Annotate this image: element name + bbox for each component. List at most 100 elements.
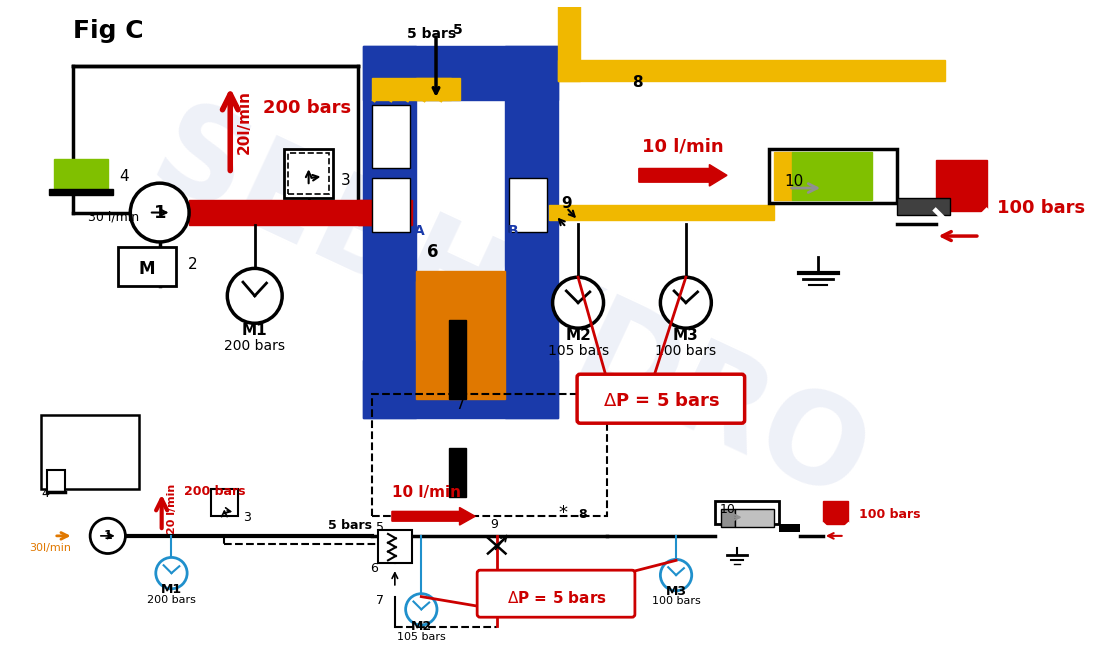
- Text: M1: M1: [242, 323, 267, 338]
- Text: A: A: [414, 224, 425, 238]
- Text: 105 bars: 105 bars: [548, 343, 608, 358]
- Text: 6: 6: [427, 243, 439, 261]
- Text: 5: 5: [376, 521, 384, 534]
- Text: 8: 8: [632, 75, 642, 90]
- Text: 2: 2: [188, 257, 198, 272]
- FancyArrow shape: [639, 165, 727, 186]
- Bar: [417, 281, 451, 340]
- Text: M2: M2: [410, 620, 432, 633]
- Text: 10: 10: [720, 503, 736, 516]
- Bar: [363, 46, 559, 100]
- Text: 5: 5: [453, 24, 462, 37]
- Text: 200 bars: 200 bars: [224, 339, 285, 353]
- Bar: [41, 415, 139, 489]
- Bar: [54, 159, 108, 193]
- Text: 100 bars: 100 bars: [656, 343, 716, 358]
- Text: 3: 3: [341, 173, 351, 188]
- Bar: [769, 149, 896, 203]
- Bar: [47, 470, 65, 492]
- Text: M2: M2: [565, 328, 591, 343]
- Text: B: B: [507, 224, 518, 238]
- Text: 100 bars: 100 bars: [998, 198, 1086, 216]
- Bar: [288, 153, 329, 194]
- Bar: [774, 152, 792, 200]
- Bar: [559, 60, 946, 81]
- Text: 105 bars: 105 bars: [397, 632, 446, 642]
- Text: 5 bars: 5 bars: [407, 27, 455, 41]
- Text: 30l/min: 30l/min: [30, 542, 72, 552]
- Text: 7: 7: [376, 595, 384, 607]
- Bar: [372, 178, 409, 232]
- Circle shape: [660, 559, 692, 591]
- Text: 5 bars: 5 bars: [328, 519, 372, 532]
- Bar: [372, 79, 461, 100]
- Bar: [372, 394, 607, 516]
- Circle shape: [406, 593, 437, 625]
- Bar: [722, 509, 735, 527]
- Bar: [372, 105, 409, 169]
- Bar: [715, 501, 779, 524]
- Text: 100 bars: 100 bars: [651, 597, 701, 606]
- Bar: [417, 271, 505, 398]
- Bar: [735, 509, 774, 527]
- Text: M3: M3: [673, 328, 698, 343]
- Text: $\Delta$P = 5 bars: $\Delta$P = 5 bars: [603, 392, 720, 410]
- Text: 3: 3: [243, 511, 251, 524]
- Text: 10: 10: [784, 174, 803, 189]
- Bar: [559, 0, 580, 81]
- Bar: [896, 198, 950, 216]
- Text: SEBHYDRO: SEBHYDRO: [134, 93, 884, 528]
- Text: 30 l/min: 30 l/min: [88, 210, 140, 223]
- Bar: [363, 360, 559, 418]
- Bar: [363, 46, 417, 418]
- Text: Fig C: Fig C: [74, 19, 144, 43]
- Bar: [378, 530, 411, 563]
- Bar: [792, 152, 872, 200]
- FancyBboxPatch shape: [477, 570, 635, 617]
- Bar: [509, 178, 547, 232]
- Text: 200 bars: 200 bars: [184, 485, 245, 498]
- Circle shape: [552, 278, 604, 328]
- Text: 1: 1: [103, 530, 112, 542]
- Circle shape: [660, 278, 712, 328]
- Text: *: *: [559, 504, 568, 522]
- Bar: [358, 200, 411, 225]
- Text: 200 bars: 200 bars: [263, 99, 351, 117]
- Bar: [779, 524, 801, 532]
- Bar: [449, 321, 466, 398]
- Text: 20 l/min: 20 l/min: [166, 483, 177, 534]
- Bar: [549, 205, 774, 220]
- Bar: [936, 160, 987, 210]
- Bar: [823, 501, 848, 524]
- FancyArrow shape: [392, 507, 475, 525]
- Circle shape: [228, 268, 283, 323]
- Bar: [211, 489, 238, 516]
- Bar: [505, 46, 559, 418]
- Bar: [189, 200, 390, 225]
- Text: 6: 6: [371, 562, 378, 575]
- Text: $\Delta$P = 5 bars: $\Delta$P = 5 bars: [507, 589, 606, 605]
- Text: M: M: [139, 260, 155, 278]
- Circle shape: [130, 183, 189, 242]
- Circle shape: [156, 558, 187, 589]
- Text: M1: M1: [161, 583, 182, 595]
- Text: 100 bars: 100 bars: [859, 508, 921, 521]
- Bar: [417, 79, 451, 100]
- FancyBboxPatch shape: [578, 374, 745, 423]
- Text: 10 l/min: 10 l/min: [641, 138, 724, 156]
- Bar: [118, 247, 176, 286]
- Circle shape: [90, 518, 125, 554]
- Text: 20l/min: 20l/min: [238, 91, 252, 155]
- Text: 8: 8: [579, 508, 586, 521]
- Text: 4: 4: [120, 169, 129, 184]
- Text: 4: 4: [41, 487, 50, 500]
- Text: M3: M3: [666, 585, 686, 597]
- Bar: [284, 149, 333, 198]
- Text: 200 bars: 200 bars: [147, 595, 196, 605]
- Bar: [449, 448, 466, 497]
- Bar: [50, 189, 112, 195]
- Text: 10 l/min: 10 l/min: [392, 485, 461, 500]
- Text: 1: 1: [154, 204, 166, 222]
- Text: 7: 7: [455, 396, 465, 411]
- Text: 9: 9: [490, 518, 498, 531]
